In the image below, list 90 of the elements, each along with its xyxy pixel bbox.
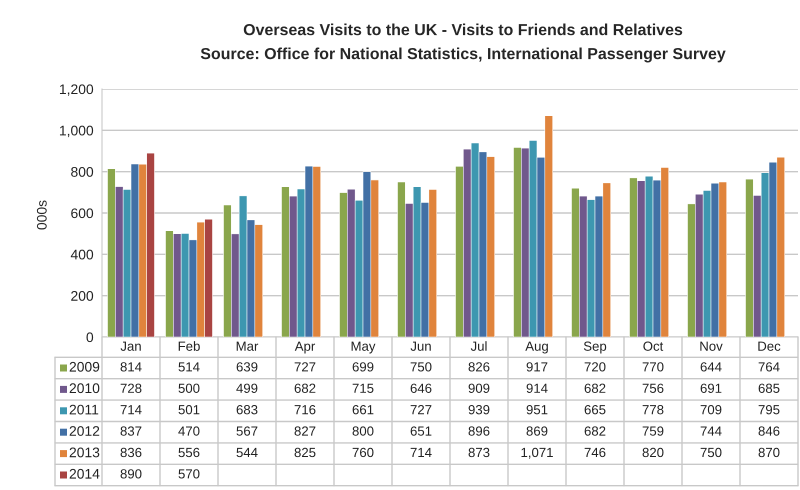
data-label: 846	[758, 426, 780, 436]
legend-label: 2011	[70, 404, 98, 415]
data-label: 909	[468, 384, 490, 393]
data-label: 727	[294, 362, 316, 372]
chart-title: Overseas Visits to the UK - Visits to Friends and Relatives	[244, 24, 682, 36]
data-label: 770	[642, 362, 664, 372]
data-label: 544	[236, 448, 258, 458]
data-label: 951	[526, 405, 548, 414]
data-label: 728	[120, 384, 142, 393]
y-tick-label: 400	[70, 250, 94, 260]
data-label: 567	[236, 426, 258, 436]
data-label: 499	[236, 384, 258, 393]
data-label: 682	[584, 426, 606, 436]
data-label: 646	[410, 384, 432, 393]
x-tick-label: Feb	[178, 341, 200, 351]
data-label: 914	[526, 384, 548, 393]
x-tick-label: Mar	[236, 342, 258, 351]
x-tick-label: Jun	[410, 342, 431, 351]
data-label: 644	[700, 362, 722, 372]
data-label: 683	[236, 405, 258, 414]
source-note: Source: Office for National Statistics, International Passenger Survey	[200, 48, 726, 62]
x-tick-label: Aug	[525, 342, 548, 354]
data-label: 746	[584, 448, 606, 458]
x-tick-label: Dec	[758, 342, 780, 351]
data-label: 814	[120, 362, 142, 372]
data-label: 1,071	[522, 448, 553, 459]
y-tick-label: 1,200	[60, 84, 94, 96]
data-label: 744	[700, 426, 722, 436]
data-label: 820	[642, 448, 664, 458]
data-label: 470	[178, 426, 200, 436]
data-label: 836	[120, 448, 142, 458]
data-label: 896	[468, 426, 490, 436]
data-label: 714	[410, 448, 432, 458]
legend-label: 2010	[70, 383, 100, 394]
data-label: 665	[584, 405, 606, 414]
data-label: 691	[700, 384, 722, 393]
data-label: 837	[120, 426, 142, 436]
legend-label: 2009	[70, 362, 100, 372]
data-label: 661	[352, 405, 374, 414]
data-label: 750	[410, 362, 432, 372]
data-label: 800	[352, 426, 374, 436]
x-tick-label: May	[352, 342, 376, 354]
data-label: 709	[700, 405, 722, 414]
data-label: 760	[352, 448, 374, 458]
data-label: 682	[584, 384, 606, 393]
data-label: 716	[294, 405, 316, 414]
data-label: 825	[294, 448, 316, 458]
data-label: 764	[758, 362, 780, 372]
data-label: 514	[178, 362, 200, 372]
data-label: 727	[410, 405, 432, 414]
data-label: 826	[468, 362, 490, 372]
data-label: 870	[758, 448, 780, 458]
data-label: 720	[584, 362, 606, 372]
x-tick-label: Jul	[470, 341, 487, 351]
data-label: 501	[178, 405, 200, 414]
data-label: 715	[352, 384, 374, 393]
legend-label: 2013	[70, 447, 100, 458]
data-label: 869	[526, 426, 548, 436]
data-label: 699	[352, 362, 374, 372]
y-axis-title: 000s	[36, 200, 47, 230]
data-label: 500	[178, 384, 200, 393]
data-label: 682	[294, 384, 316, 393]
data-label: 714	[120, 405, 142, 414]
y-tick-label: 1,000	[60, 126, 94, 138]
data-label: 756	[642, 384, 664, 393]
data-label: 651	[410, 426, 432, 436]
y-tick-label: 0	[86, 332, 94, 342]
data-label: 873	[468, 448, 490, 458]
y-tick-label: 600	[71, 208, 94, 218]
y-tick-label: 200	[71, 291, 94, 301]
data-label: 917	[526, 362, 548, 372]
data-label: 890	[120, 469, 142, 479]
data-label: 827	[294, 426, 316, 436]
data-label: 685	[758, 384, 780, 393]
x-tick-label: Jan	[120, 342, 141, 351]
x-tick-label: Sep	[584, 342, 606, 354]
data-label: 570	[178, 469, 200, 479]
data-label: 639	[236, 362, 258, 372]
x-tick-label: Apr	[294, 342, 316, 354]
data-label: 556	[178, 448, 200, 458]
legend-label: 2012	[70, 426, 100, 436]
legend-label: 2014	[70, 468, 100, 479]
y-tick-label: 800	[71, 167, 94, 177]
data-label: 750	[700, 448, 722, 458]
data-label: 795	[758, 405, 780, 414]
data-label: 778	[642, 405, 664, 414]
x-tick-label: Oct	[643, 342, 664, 351]
data-label: 939	[468, 405, 490, 414]
x-tick-label: Nov	[700, 342, 723, 351]
data-label: 759	[642, 426, 664, 436]
